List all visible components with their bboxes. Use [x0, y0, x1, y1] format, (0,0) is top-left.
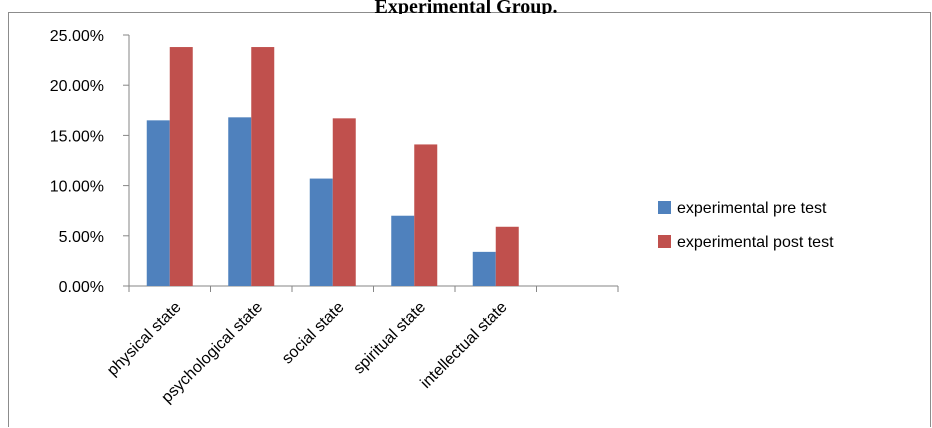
bar — [332, 118, 356, 286]
bar — [146, 120, 170, 286]
x-category-label: social state — [279, 299, 348, 368]
chart-frame — [8, 12, 931, 427]
y-tick-label: 20.00% — [50, 78, 104, 95]
bar — [414, 144, 438, 286]
y-tick-label: 0.00% — [59, 279, 104, 296]
legend-swatch — [658, 201, 671, 214]
x-category-label: spiritual state — [350, 299, 429, 378]
x-category-label: physical state — [104, 299, 185, 380]
bar — [391, 215, 415, 286]
bar — [495, 226, 519, 286]
y-tick-label: 25.00% — [50, 28, 104, 45]
bar — [472, 251, 496, 286]
y-tick-label: 15.00% — [50, 128, 104, 145]
bar — [169, 47, 193, 286]
legend-swatch — [658, 235, 671, 248]
y-tick-label: 10.00% — [50, 179, 104, 196]
legend-label: experimental post test — [677, 234, 834, 251]
bar — [309, 178, 333, 286]
bar — [228, 117, 252, 286]
chart-title: Experimental Group. — [374, 0, 558, 14]
x-category-label: intellectual state — [417, 299, 510, 392]
y-tick-label: 5.00% — [59, 229, 104, 246]
bar — [251, 47, 275, 286]
legend-label: experimental pre test — [677, 200, 827, 217]
